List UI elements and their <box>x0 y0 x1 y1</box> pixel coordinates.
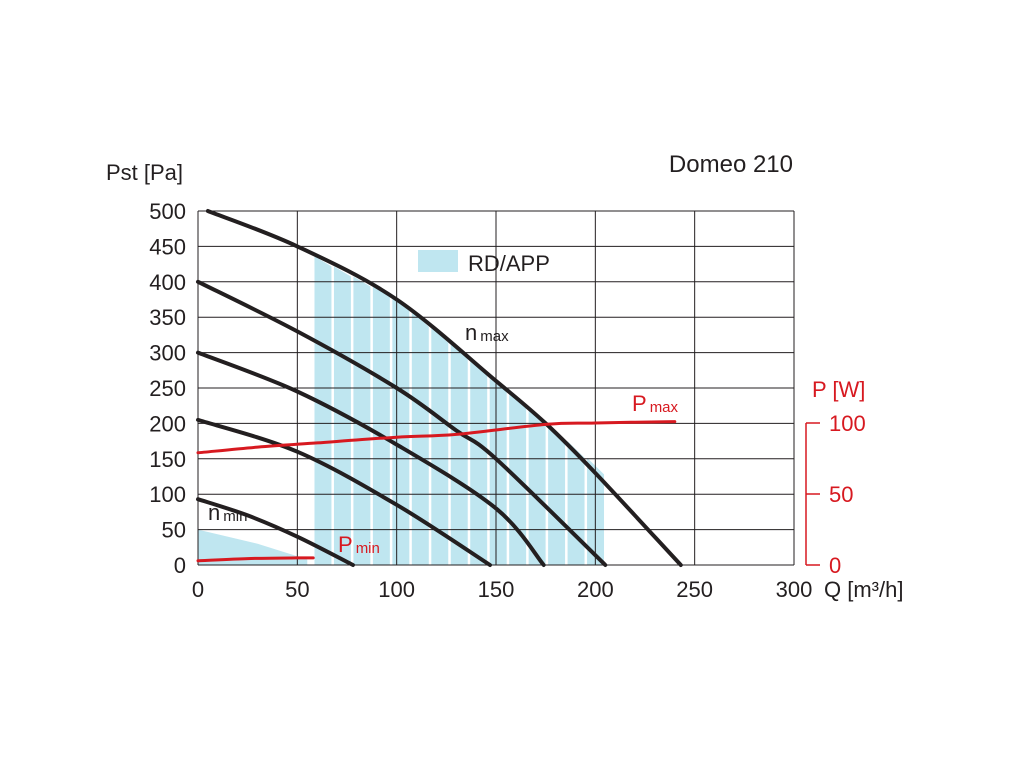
y-tick-label: 0 <box>174 553 186 578</box>
region-bar <box>314 256 332 565</box>
power-curve <box>196 420 677 455</box>
x-tick-label: 300 <box>776 577 813 602</box>
fan-curve <box>205 209 683 567</box>
x-tick-label: 150 <box>478 577 515 602</box>
y2-tick-label: 0 <box>829 553 841 578</box>
power-curve <box>196 556 315 563</box>
y-tick-label: 150 <box>149 447 186 472</box>
fan-curve <box>196 350 546 567</box>
y-tick-label: 50 <box>162 518 186 543</box>
y-tick-label: 200 <box>149 411 186 436</box>
y2-axis-label: P [W] <box>812 377 865 402</box>
x-axis-label: Q [m³/h] <box>824 577 903 602</box>
fan-curve <box>196 497 355 567</box>
region-bar <box>431 326 449 565</box>
region-bar <box>411 310 429 565</box>
y2-tick-label: 100 <box>829 411 866 436</box>
region-bar <box>528 407 546 565</box>
region-bar <box>489 374 507 565</box>
x-tick-label: 0 <box>192 577 204 602</box>
y-tick-label: 300 <box>149 341 186 366</box>
region-bar <box>392 296 410 565</box>
legend-swatch <box>418 250 458 272</box>
low-region <box>198 529 308 565</box>
y-tick-label: 350 <box>149 305 186 330</box>
region-bar <box>470 358 488 565</box>
nmin-label: n min <box>208 500 247 525</box>
fan-curve <box>196 417 492 567</box>
x-tick-label: 100 <box>378 577 415 602</box>
x-tick-label: 200 <box>577 577 614 602</box>
x-tick-label: 250 <box>676 577 713 602</box>
y-tick-label: 450 <box>149 234 186 259</box>
region-bar <box>372 286 390 565</box>
nmax-label: n max <box>465 320 509 345</box>
legend-label: RD/APP <box>468 251 550 276</box>
y2-tick-label: 50 <box>829 482 853 507</box>
y-axis-label: Pst [Pa] <box>106 160 183 185</box>
x-tick-label: 50 <box>285 577 309 602</box>
region-bar <box>450 342 468 565</box>
y-tick-label: 250 <box>149 376 186 401</box>
chart-labels: 0 50 100 150 200 250 300 0 50 100 150 200 250 300 350 4… <box>149 199 865 602</box>
fan-curve <box>196 279 608 567</box>
region-bar <box>353 276 371 565</box>
region-bar <box>548 424 566 565</box>
y-tick-label: 500 <box>149 199 186 224</box>
y-tick-label: 100 <box>149 482 186 507</box>
chart-curves <box>196 209 683 567</box>
y-tick-label: 400 <box>149 270 186 295</box>
chart-title: Domeo 210 <box>669 151 793 178</box>
